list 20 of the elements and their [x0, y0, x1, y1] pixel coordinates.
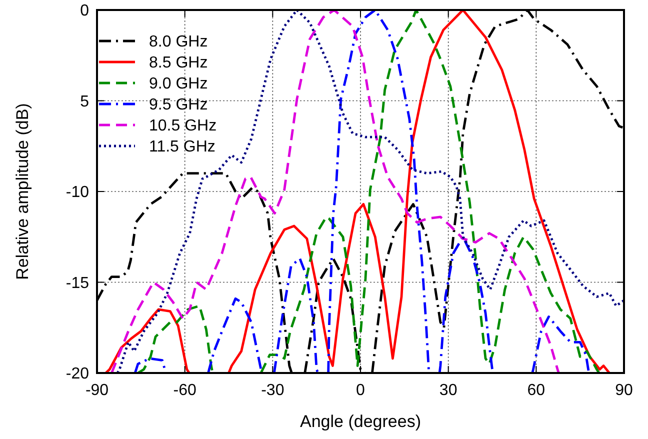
legend-label: 10.5 GHz — [149, 118, 217, 135]
legend-label: 9.0 GHz — [149, 76, 208, 93]
y-tick-label: -15 — [66, 274, 90, 292]
x-tick-label: -90 — [85, 382, 109, 399]
x-tick-label: 90 — [615, 382, 633, 399]
legend-label: 9.5 GHz — [149, 96, 208, 114]
x-axis-title: Angle (degrees) — [300, 412, 421, 431]
y-axis-title: Relative amplitude (dB) — [13, 103, 32, 280]
x-tick-label: 0 — [356, 382, 366, 399]
legend-label: 8.5 GHz — [149, 54, 208, 72]
legend-label: 11.5 GHz — [149, 138, 216, 156]
y-tick-label: 5 — [80, 93, 90, 110]
y-tick-label: 0 — [80, 2, 90, 20]
y-tick-label: -10 — [66, 184, 90, 202]
x-tick-label: 60 — [527, 382, 546, 399]
legend-label: 8.0 GHz — [149, 34, 208, 51]
x-tick-label: 30 — [439, 382, 458, 399]
x-tick-label: -60 — [173, 382, 196, 399]
x-tick-label: -30 — [261, 382, 284, 399]
y-tick-label: -20 — [66, 366, 90, 383]
